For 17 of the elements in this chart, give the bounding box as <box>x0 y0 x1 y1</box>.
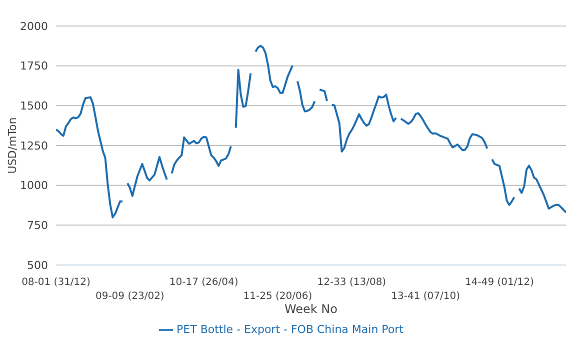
x-tick-label: 14-49 (01/12) <box>465 277 534 288</box>
y-tick-label: 2000 <box>20 20 48 33</box>
legend-label: PET Bottle - Export - FOB China Main Port <box>176 323 404 336</box>
y-tick-label: 1000 <box>20 179 48 192</box>
y-tick-label: 750 <box>27 219 48 232</box>
x-tick-label: 08-01 (31/12) <box>22 277 91 288</box>
y-axis-title: USD/mTon <box>6 117 19 174</box>
y-tick-label: 1750 <box>20 60 48 73</box>
x-tick-label: 10-17 (26/04) <box>169 277 238 288</box>
y-tick-label: 1500 <box>20 100 48 113</box>
x-tick-label: 09-09 (23/02) <box>95 291 164 302</box>
x-tick-label: 13-41 (07/10) <box>391 291 460 302</box>
y-tick-label: 1250 <box>20 139 48 152</box>
x-tick-label: 12-33 (13/08) <box>317 277 386 288</box>
x-tick-label: 11-25 (20/06) <box>243 291 312 302</box>
x-axis-title: Week No <box>284 302 338 316</box>
y-tick-label: 500 <box>27 258 48 272</box>
